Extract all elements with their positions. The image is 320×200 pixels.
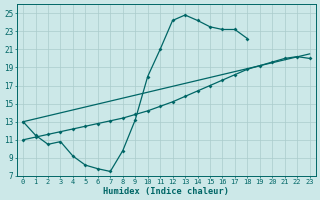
X-axis label: Humidex (Indice chaleur): Humidex (Indice chaleur) bbox=[103, 187, 229, 196]
